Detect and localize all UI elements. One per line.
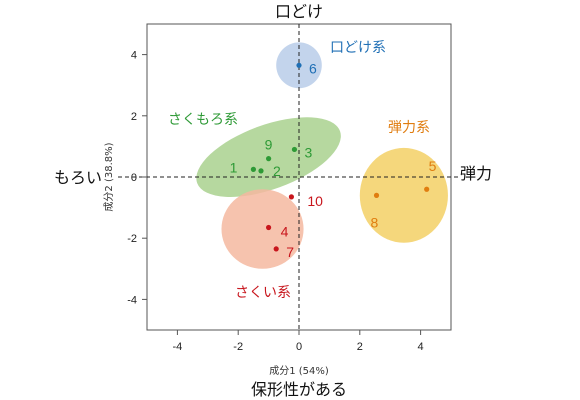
group-label-4: 弾力系: [388, 120, 430, 136]
point-label-7: 7: [286, 244, 294, 260]
point-3: [291, 146, 298, 153]
point-label-4: 4: [281, 223, 289, 239]
point-label-5: 5: [429, 158, 437, 174]
point-1: [250, 166, 256, 172]
data-points: [250, 62, 430, 252]
x-tick-label: -2: [233, 341, 243, 353]
x-tick-label: -4: [173, 341, 183, 353]
group-label-1: 口どけ系: [330, 40, 386, 56]
x-tick-label: 2: [357, 341, 363, 353]
x-tick-label: 4: [418, 341, 424, 353]
group-label-3: さくい系: [235, 285, 291, 301]
y-tick-label: 4: [131, 50, 137, 62]
point-label-6: 6: [309, 60, 317, 76]
point-label-10: 10: [307, 193, 323, 209]
point-8: [373, 192, 380, 198]
point-6: [296, 62, 302, 68]
point-5: [424, 186, 430, 192]
point-label-1: 1: [230, 159, 238, 175]
point-9: [266, 156, 272, 162]
x-tick-label: 0: [296, 341, 302, 353]
point-4: [266, 224, 272, 231]
x-axis-title: 成分1 (54%): [269, 365, 329, 377]
y-tick-label: -2: [127, 233, 137, 245]
point-10: [288, 194, 294, 200]
point-label-2: 2: [273, 163, 281, 179]
direction-label-bottom: 保形性がある: [251, 380, 347, 399]
point-label-3: 3: [304, 144, 312, 160]
direction-label-left: もろい: [54, 168, 102, 187]
point-label-9: 9: [265, 137, 273, 153]
ellipse-3: [221, 189, 304, 269]
y-tick-label: 2: [131, 111, 137, 123]
point-2: [258, 168, 264, 174]
y-axis-title: 成分2 (38.8%): [103, 142, 115, 211]
direction-label-right: 弾力: [460, 164, 492, 183]
direction-label-top: 口どけ: [275, 2, 323, 21]
group-label-2: さくもろ系: [168, 112, 238, 128]
point-7: [273, 246, 279, 252]
y-tick-label: 0: [131, 172, 137, 184]
axes: -4 -2 0 2 4 -4 -2 0 2 4 成分1 (54%) 成分2 (38.8%): [103, 23, 458, 377]
point-label-8: 8: [371, 214, 379, 230]
group-ellipses: [196, 42, 448, 269]
ellipse-4: [359, 147, 448, 243]
y-tick-label: -4: [127, 294, 137, 306]
